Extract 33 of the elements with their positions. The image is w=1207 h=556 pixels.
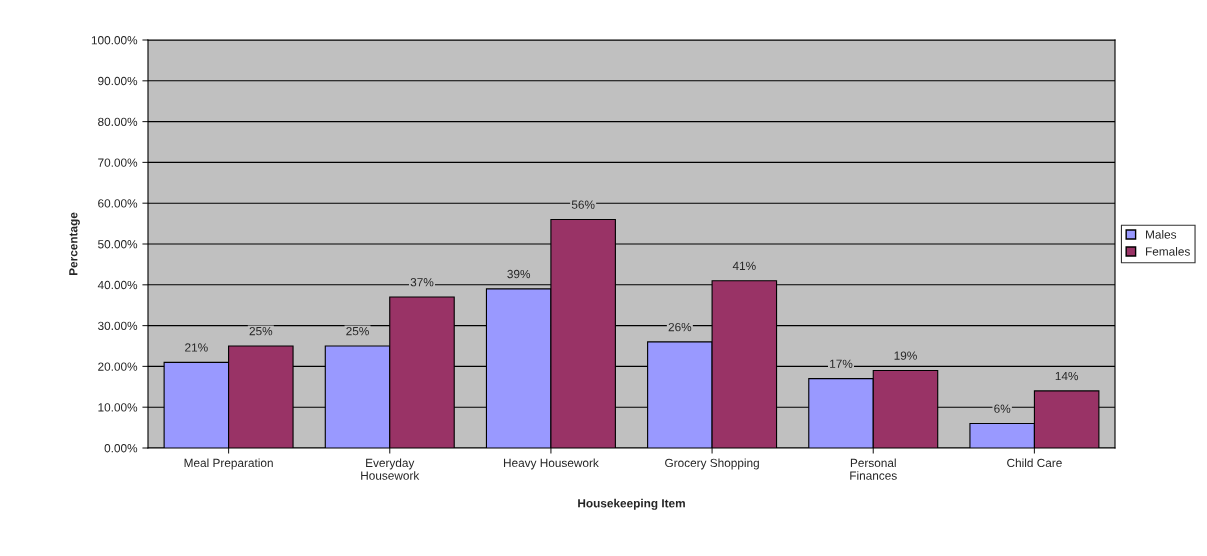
y-tick-label: 40.00% <box>97 280 138 290</box>
data-label: 56% <box>571 200 595 209</box>
legend-label: Males <box>1146 230 1177 239</box>
y-tick-label: 80.00% <box>98 117 138 126</box>
x-tick-label: Heavy Housework <box>503 458 599 470</box>
data-label: 25% <box>346 326 369 336</box>
y-tick-label: 50.00% <box>98 240 138 249</box>
x-tick-label: Child Care <box>1007 458 1062 468</box>
x-tick-label: Grocery Shopping <box>665 458 759 470</box>
data-label: 6% <box>994 404 1011 413</box>
data-label: 21% <box>185 343 208 352</box>
data-label: 14% <box>1055 371 1079 381</box>
data-label: 17% <box>830 359 853 368</box>
x-tick-label: Meal Preparation <box>184 458 273 470</box>
y-tick-label: 30.00% <box>98 321 138 330</box>
y-tick-label: 10.00% <box>98 403 138 412</box>
data-label: 37% <box>410 278 434 287</box>
legend-label: Females <box>1146 247 1190 256</box>
x-tick-label: Everyday Housework <box>361 458 420 480</box>
y-tick-label: 90.00% <box>98 76 138 86</box>
data-label: 39% <box>507 269 531 279</box>
y-tick-label: 70.00% <box>98 158 138 167</box>
data-label: 25% <box>249 326 273 336</box>
y-tick-label: 60.00% <box>98 199 138 208</box>
x-tick-label: Personal Finances <box>850 458 897 480</box>
y-tick-label: 100.00% <box>91 36 138 45</box>
y-axis-title: Percentage <box>69 212 80 276</box>
data-label: 19% <box>894 351 917 360</box>
x-axis-title: Housekeeping Item <box>578 498 685 510</box>
y-tick-label: 0.00% <box>104 444 138 453</box>
data-label: 26% <box>668 322 692 332</box>
data-label: 41% <box>732 261 756 271</box>
y-tick-label: 20.00% <box>98 362 138 371</box>
